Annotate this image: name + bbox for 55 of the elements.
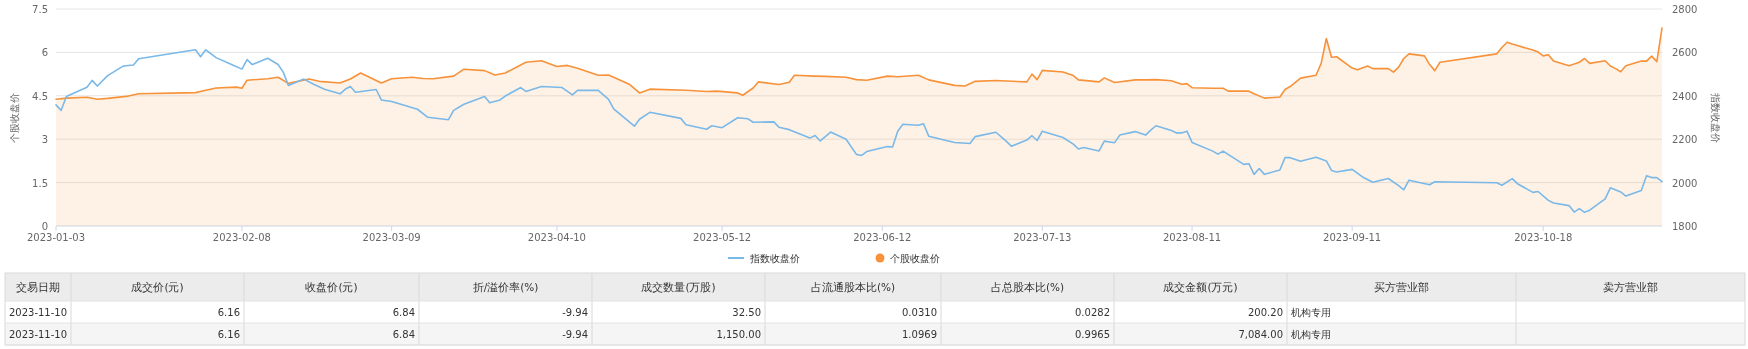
category-label: 成交数量(万股) xyxy=(641,281,716,293)
x-tick-label: 2023-07-13 xyxy=(1013,232,1072,243)
text: 6.84 xyxy=(392,329,415,340)
x-tick-label: 2023-08-11 xyxy=(1163,232,1222,243)
y2-tick-label: 2600 xyxy=(1672,47,1698,59)
category-label: 占总股本比(%) xyxy=(990,281,1065,293)
text: 7,084.00 xyxy=(1238,329,1283,340)
y-tick-label: 3 xyxy=(41,134,48,146)
y-tick-label: 4.5 xyxy=(32,90,48,102)
x-tick-label: 2023-09-11 xyxy=(1323,232,1382,243)
line-series xyxy=(55,49,1663,214)
y2-tick-label: 2000 xyxy=(1672,177,1698,189)
text: 6.16 xyxy=(217,307,240,318)
y2-tick-label: 2400 xyxy=(1672,90,1698,102)
text: 机构专用 xyxy=(1291,329,1331,340)
y-tick-label: 6 xyxy=(41,47,48,59)
y2-axis-title: 指数收盘价 xyxy=(1710,91,1721,143)
text: 6.84 xyxy=(392,307,415,318)
y2-tick-label: 2800 xyxy=(1672,4,1698,15)
x-tick-label: 2023-03-09 xyxy=(362,232,421,243)
text: -9.94 xyxy=(562,307,588,318)
category-label: 成交金额(万元) xyxy=(1163,281,1238,293)
legend-label: 指数收盘价 xyxy=(749,253,800,264)
category-label: 卖方营业部 xyxy=(1603,281,1658,293)
text: 200.20 xyxy=(1248,307,1283,318)
text: -9.94 xyxy=(562,329,588,340)
legend-label: 个股收盘价 xyxy=(890,253,940,264)
x-tick-label: 2023-04-10 xyxy=(527,232,586,243)
x-tick-label: 2023-05-12 xyxy=(693,232,752,243)
text: 0.9965 xyxy=(1075,329,1110,340)
text: 32.50 xyxy=(732,307,761,318)
y-axis-title: 个股收盘价 xyxy=(9,92,20,143)
text: 2023-11-10 xyxy=(8,329,68,340)
x-tick-label: 2023-06-12 xyxy=(853,232,912,243)
category-label: 买方营业部 xyxy=(1374,281,1429,293)
category-label: 占流通股本比(%) xyxy=(810,281,896,293)
y-tick-label: 1.5 xyxy=(32,177,48,189)
y-tick-label: 7.5 xyxy=(32,4,48,15)
category-label: 成交价(元) xyxy=(131,281,184,293)
category-label: 折/溢价率(%) xyxy=(472,281,539,293)
category-label: 交易日期 xyxy=(16,281,60,293)
y2-tick-label: 1800 xyxy=(1672,221,1698,232)
x-tick-label: 2023-02-08 xyxy=(212,232,271,243)
text: 2023-11-10 xyxy=(8,307,68,318)
category-label: 收盘价(元) xyxy=(305,281,358,293)
text: 1,150.00 xyxy=(716,329,761,340)
text: 机构专用 xyxy=(1291,307,1331,318)
text: 0.0310 xyxy=(902,307,937,318)
text: 0.0282 xyxy=(1075,307,1110,318)
x-tick-label: 2023-01-03 xyxy=(26,232,86,243)
y-tick-label: 0 xyxy=(41,221,48,232)
x-tick-label: 2023-10-18 xyxy=(1514,232,1573,243)
text: 1.0969 xyxy=(902,329,937,340)
y2-tick-label: 2200 xyxy=(1672,134,1698,146)
text: 6.16 xyxy=(217,329,240,340)
